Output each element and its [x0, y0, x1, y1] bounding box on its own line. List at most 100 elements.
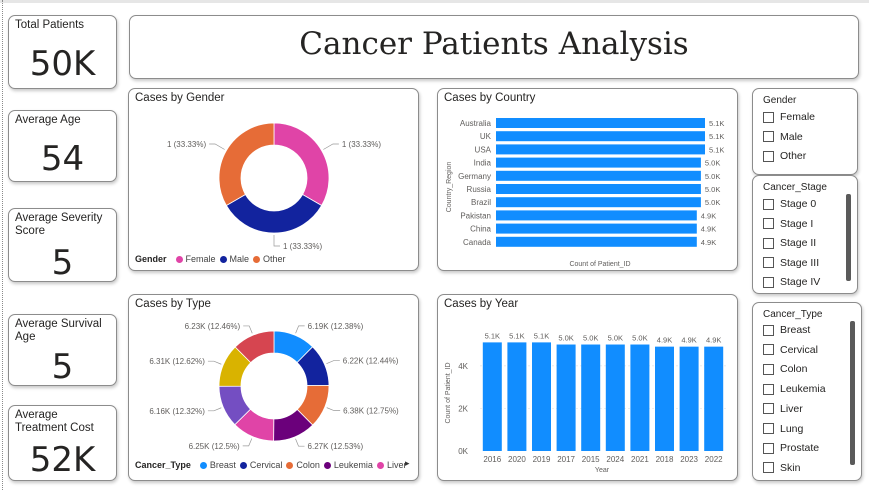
checkbox[interactable] — [763, 131, 774, 142]
legend-item-male[interactable]: Male — [229, 254, 250, 264]
checkbox[interactable] — [763, 276, 774, 288]
slicer-option-stage-0[interactable]: Stage 0 — [763, 198, 816, 210]
slicer-option-liver[interactable]: Liver — [763, 403, 803, 415]
checkbox[interactable] — [763, 442, 774, 454]
bar-canada[interactable] — [496, 236, 697, 247]
type-donut-chart[interactable]: 6.19K (12.38%) 6.22K (12.44%) 6.38K (12.75… — [129, 309, 419, 459]
slicer-option-cervical[interactable]: Cervical — [763, 344, 818, 356]
checkbox[interactable] — [763, 218, 774, 229]
slicer-option-prostate[interactable]: Prostate — [763, 442, 819, 454]
bar-year-2022[interactable] — [704, 346, 724, 451]
legend-item-breast[interactable]: Breast — [209, 460, 236, 470]
gender-legend[interactable]: Gender Female Male Other — [135, 254, 286, 264]
bar-year-2015[interactable] — [581, 344, 601, 451]
checkbox[interactable] — [763, 257, 774, 268]
kpi-card-total-patients[interactable]: Total Patients 50K — [8, 15, 117, 89]
bar-china[interactable] — [496, 223, 697, 234]
legend-scroll-right-icon[interactable]: ▸ — [405, 458, 410, 468]
slicer-scrollbar[interactable] — [850, 321, 855, 465]
type-donut-visual[interactable]: Cases by Type 6.19K (12.38%) 6.22K (12.44… — [128, 294, 419, 481]
bar-year-2024[interactable] — [605, 344, 625, 451]
type-legend[interactable]: Cancer_Type Breast Cervical Colon Leukemia L… — [135, 460, 406, 470]
slicer-title: Gender — [763, 95, 797, 106]
data-label: 6.25K (12.5%) — [189, 442, 240, 451]
checkbox[interactable] — [763, 111, 774, 123]
slicer-option-male[interactable]: Male — [763, 131, 803, 143]
bar-year-2023[interactable] — [679, 346, 699, 451]
bar-year-2021[interactable] — [630, 344, 650, 451]
bar-brazil[interactable] — [496, 197, 701, 208]
bar-pakistan[interactable] — [496, 210, 697, 221]
checkbox[interactable] — [763, 150, 774, 162]
slicer-option-leukemia[interactable]: Leukemia — [763, 383, 826, 395]
y-tick-label: USA — [475, 145, 492, 154]
slicer-option-other[interactable]: Other — [763, 150, 806, 162]
bar-germany[interactable] — [496, 170, 701, 181]
legend-title: Gender — [135, 254, 167, 264]
slicer-option-lung[interactable]: Lung — [763, 423, 803, 435]
leader-line — [207, 360, 222, 365]
visual-title: Cases by Gender — [135, 92, 225, 104]
bar-year-2018[interactable] — [655, 346, 674, 451]
donut-slice-male[interactable] — [225, 193, 323, 234]
cancer-stage-slicer[interactable]: Cancer_Stage Stage 0 Stage I Stage II Stage… — [752, 175, 858, 294]
checkbox[interactable] — [763, 462, 774, 474]
legend-item-female[interactable]: Female — [185, 254, 216, 264]
legend-item-leukemia[interactable]: Leukemia — [333, 460, 373, 470]
checkbox[interactable] — [763, 383, 774, 395]
slicer-option-colon[interactable]: Colon — [763, 363, 807, 375]
checkbox[interactable] — [763, 344, 774, 356]
bar-year-2017[interactable] — [556, 344, 576, 451]
bar-australia[interactable] — [496, 118, 705, 128]
donut-slice-skin[interactable] — [234, 330, 275, 364]
checkbox[interactable] — [763, 363, 774, 375]
legend-swatch — [253, 255, 261, 263]
gender-slicer[interactable]: Gender Female Male Other — [752, 88, 858, 175]
legend-item-cervical[interactable]: Cervical — [249, 460, 283, 470]
bar-uk[interactable] — [496, 131, 705, 142]
slicer-option-skin[interactable]: Skin — [763, 462, 800, 474]
kpi-card-average-survival[interactable]: Average Survival Age 5 — [8, 314, 117, 386]
cancer-type-slicer[interactable]: Cancer_Type Breast Cervical Colon Leukemia L… — [752, 302, 862, 481]
legend-item-colon[interactable]: Colon — [296, 460, 320, 470]
legend-item-liver[interactable]: Liver — [386, 460, 407, 470]
slicer-option-stage-iii[interactable]: Stage III — [763, 257, 819, 269]
checkbox[interactable] — [763, 403, 774, 415]
bar-russia[interactable] — [496, 184, 701, 194]
y-tick-label: Russia — [467, 185, 492, 194]
country-bar-chart[interactable]: Australia 5.1K UK 5.1K USA 5.1K India 5.0K Germa… — [438, 105, 738, 270]
slicer-option-breast[interactable]: Breast — [763, 324, 810, 336]
bar-india[interactable] — [496, 157, 701, 168]
visual-title: Cases by Country — [444, 92, 536, 104]
slicer-option-female[interactable]: Female — [763, 111, 815, 123]
slicer-option-stage-i[interactable]: Stage I — [763, 218, 813, 230]
slicer-option-label: Leukemia — [780, 383, 826, 396]
checkbox[interactable] — [763, 324, 774, 336]
bar-year-2020[interactable] — [507, 342, 527, 451]
data-label: 6.19K (12.38%) — [308, 322, 364, 331]
bar-year-2016[interactable] — [482, 342, 502, 451]
slicer-option-stage-iv[interactable]: Stage IV — [763, 276, 820, 288]
kpi-card-average-severity[interactable]: Average Severity Score 5 — [8, 208, 117, 282]
slicer-option-stage-ii[interactable]: Stage II — [763, 237, 816, 249]
bar-usa[interactable] — [496, 144, 705, 155]
leader-line — [209, 143, 225, 150]
donut-slice-other[interactable] — [218, 122, 275, 207]
checkbox[interactable] — [763, 237, 774, 249]
year-bar-chart[interactable]: 0K 2K 4K 5.1K 2016 5.1K 2020 5.1K 2019 5.0K 2017 5.… — [438, 309, 738, 479]
kpi-card-average-cost[interactable]: Average Treatment Cost 52K — [8, 405, 117, 481]
x-tick-label: 2016 — [483, 455, 501, 464]
bar-year-2019[interactable] — [532, 342, 551, 451]
country-bar-visual[interactable]: Cases by Country Australia 5.1K UK 5.1K USA 5… — [437, 88, 738, 271]
legend-item-other[interactable]: Other — [263, 254, 286, 264]
donut-slice-female[interactable] — [273, 122, 330, 207]
slicer-scrollbar[interactable] — [846, 194, 851, 281]
checkbox[interactable] — [763, 423, 774, 434]
data-label: 4.9K — [701, 225, 716, 234]
gender-donut-chart[interactable]: 1 (33.33%) 1 (33.33%) 1 (33.33%) — [129, 103, 419, 263]
x-axis-title: Count of Patient_ID — [569, 261, 630, 268]
kpi-card-average-age[interactable]: Average Age 54 — [8, 110, 117, 182]
gender-donut-visual[interactable]: Cases by Gender 1 (33.33%) 1 (33.33%) 1 (3… — [128, 88, 419, 271]
checkbox[interactable] — [763, 198, 774, 210]
year-bar-visual[interactable]: Cases by Year 0K 2K 4K 5.1K 2016 5.1K 2020 5.1K… — [437, 294, 738, 481]
